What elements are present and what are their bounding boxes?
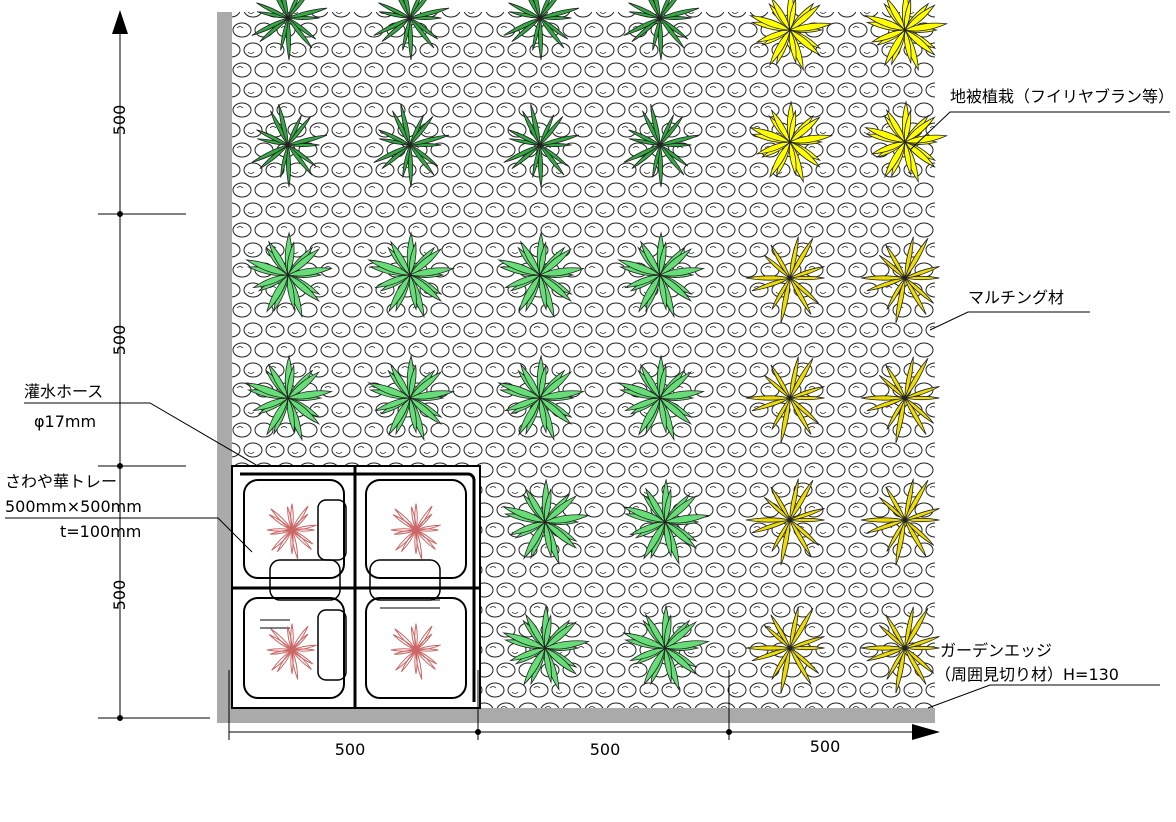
label-ground-cover: 地被植栽（フイリヤブラン等）	[950, 87, 1174, 106]
plant-icon	[503, 103, 580, 188]
garden-edge-left	[217, 12, 232, 723]
plant-icon	[623, 0, 700, 61]
plant-icon	[266, 623, 317, 680]
plant-icon	[373, 103, 450, 188]
plant-icon	[367, 231, 456, 319]
plant-icon	[745, 478, 825, 566]
plant-icon	[860, 606, 940, 694]
plant-icon	[623, 103, 700, 188]
label-tray-size: 500mm×500mm	[5, 497, 142, 516]
label-hose-size: φ17mm	[34, 412, 96, 431]
plant-icon	[245, 354, 334, 442]
plant-icon	[390, 623, 441, 680]
plant-icon	[251, 103, 328, 188]
plants-layer	[245, 0, 949, 694]
plant-icon	[367, 354, 456, 442]
plant-icon	[245, 231, 334, 319]
plant-icon	[860, 236, 940, 324]
plant-icon	[497, 231, 586, 319]
plant-icon	[622, 604, 711, 692]
plant-icon	[745, 606, 825, 694]
plant-icon	[745, 356, 825, 444]
plant-icon	[864, 0, 949, 72]
plant-icon	[373, 0, 450, 61]
plant-icon	[749, 0, 834, 72]
plant-icon	[251, 0, 328, 61]
dim-h-3: 500	[810, 737, 841, 756]
dim-h-2: 500	[590, 740, 621, 759]
dim-h-1: 500	[335, 740, 366, 759]
arrow-up-icon	[112, 10, 128, 34]
dimension-vertical	[98, 30, 210, 721]
plant-icon	[745, 236, 825, 324]
plant-icon	[497, 354, 586, 442]
plant-icon	[860, 478, 940, 566]
plant-icon	[266, 503, 317, 560]
label-edge-detail: （周囲見切り材）H=130	[935, 665, 1119, 684]
leader-lines	[5, 111, 1170, 709]
garden-edge-bottom	[217, 708, 935, 723]
label-edge-name: ガーデンエッジ	[940, 641, 1052, 660]
label-tray-thickness: t=100mm	[60, 522, 141, 541]
plant-icon	[617, 354, 706, 442]
plant-icon	[502, 478, 591, 566]
plant-icon	[622, 478, 711, 566]
plant-icon	[860, 356, 940, 444]
plant-icon	[617, 231, 706, 319]
plant-icon	[502, 604, 591, 692]
plant-icon	[749, 100, 834, 184]
plant-icon	[503, 0, 580, 61]
label-tray-name: さわや華トレー	[5, 472, 117, 491]
dim-v-3: 500	[110, 580, 129, 611]
dim-v-2: 500	[110, 325, 129, 356]
plant-icon	[390, 503, 441, 560]
dimension-horizontal	[228, 670, 915, 740]
arrow-right-icon	[912, 724, 940, 740]
tray-plants	[266, 503, 441, 680]
label-mulching: マルチング材	[968, 288, 1064, 307]
dim-v-1: 500	[110, 105, 129, 136]
plant-icon	[864, 100, 949, 184]
sawayaka-tray	[231, 465, 481, 709]
label-hose-name: 灌水ホース	[24, 382, 103, 401]
